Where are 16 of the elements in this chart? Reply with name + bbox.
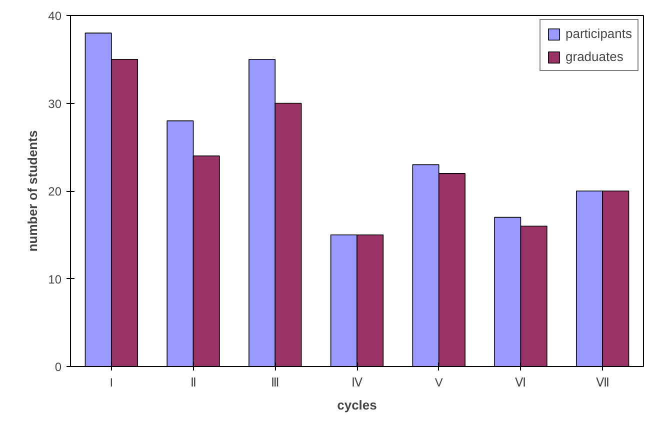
- y-tick-label: 0: [54, 360, 62, 374]
- x-tick-label: V: [434, 376, 443, 390]
- y-tick-label: 10: [48, 272, 62, 286]
- y-axis-title: number of students: [25, 130, 40, 252]
- y-tick-label: 30: [48, 96, 62, 111]
- x-tick-label: Ⅵ: [515, 376, 526, 390]
- y-tick-label: 40: [48, 9, 62, 23]
- x-tick-label: Ⅳ: [352, 376, 362, 390]
- x-tick-label: Ⅲ: [271, 376, 280, 390]
- x-tick-label: Ⅱ: [190, 376, 196, 390]
- y-tick-label: 20: [48, 184, 62, 198]
- x-axis-title: cycles: [337, 398, 377, 412]
- legend-label: graduates: [566, 49, 624, 64]
- x-tick-label: I: [110, 376, 114, 390]
- legend-label: participants: [566, 26, 632, 41]
- x-tick-label: Ⅶ: [596, 376, 610, 390]
